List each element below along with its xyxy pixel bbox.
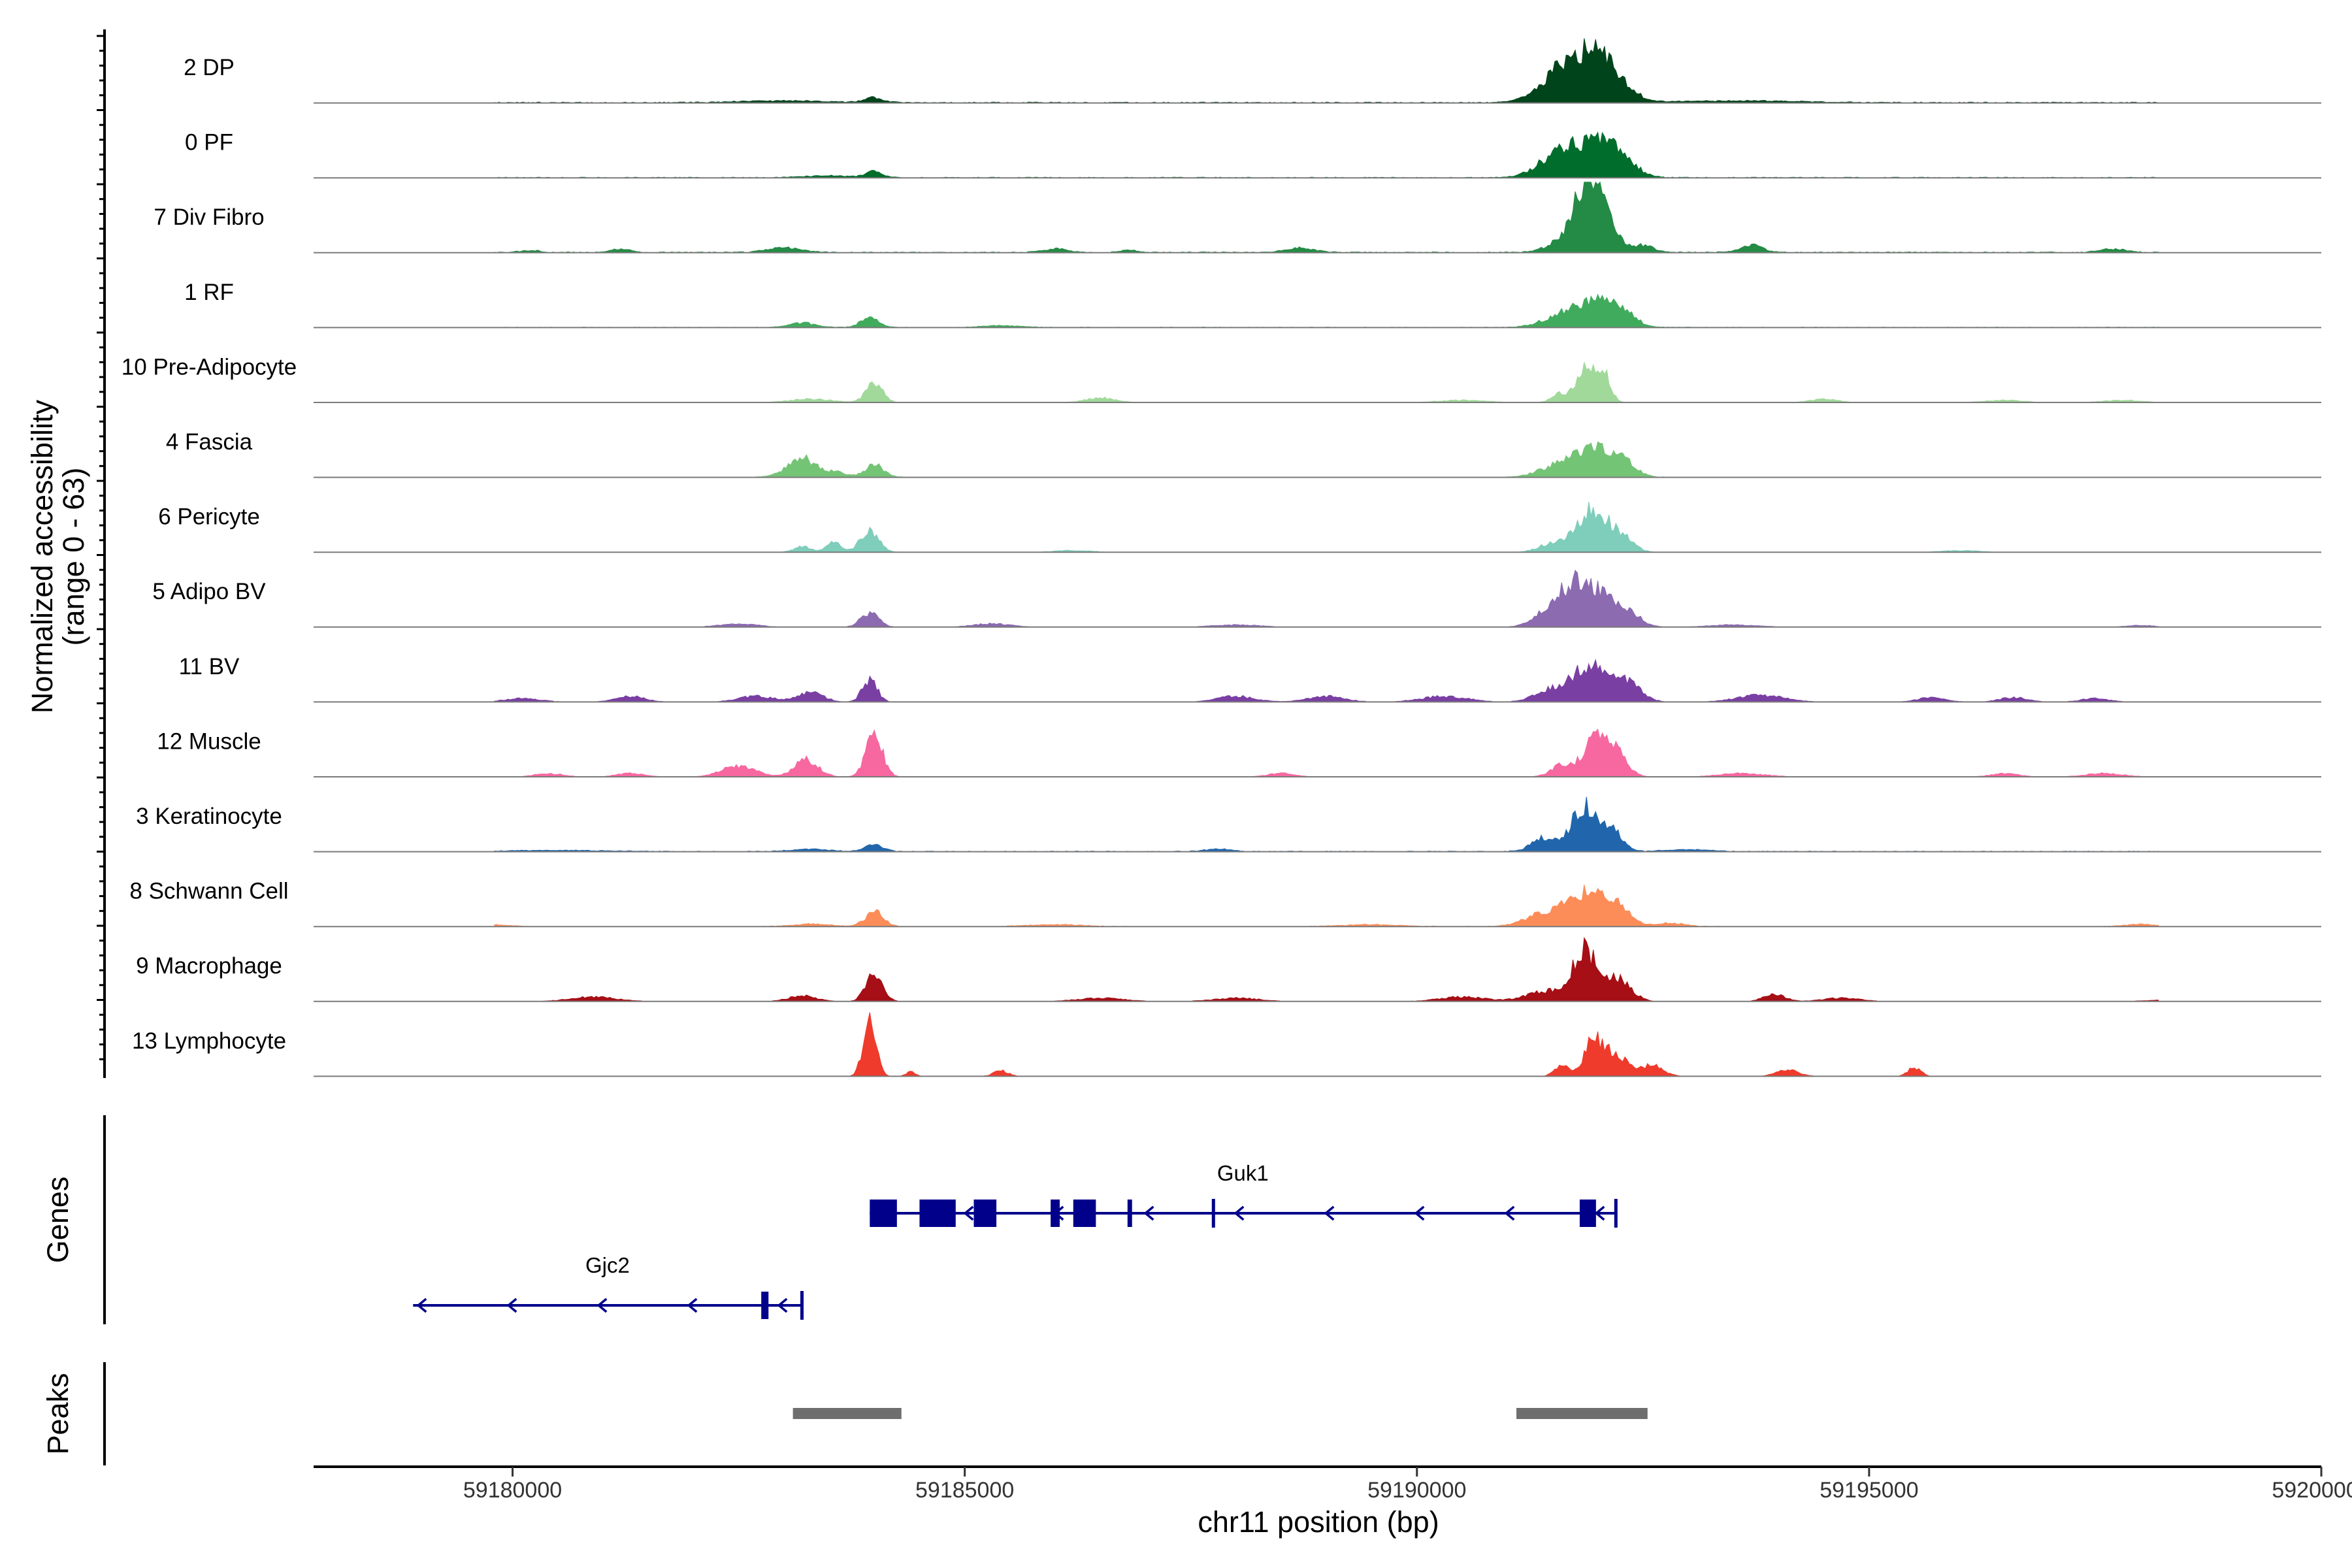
x-tick-label: 59195000 <box>1820 1478 1918 1503</box>
track-signal-area <box>494 937 2159 1002</box>
x-tick-label: 59180000 <box>463 1478 562 1503</box>
peak-track <box>792 1408 1648 1419</box>
track-label: 7 Div Fibro <box>154 204 264 230</box>
genes-label: Genes <box>41 1177 74 1264</box>
exon-block <box>1051 1200 1060 1227</box>
strand-arrow <box>1504 1205 1515 1221</box>
strand-arrow <box>1324 1205 1335 1221</box>
exon-block <box>1127 1200 1132 1227</box>
exon-block <box>1579 1200 1596 1227</box>
strand-arrow <box>963 1205 974 1221</box>
track-label: 11 BV <box>179 654 240 679</box>
track-7: 6 Pericyte <box>158 502 2321 553</box>
accessibility-y-axis <box>97 29 106 1078</box>
track-label: 2 DP <box>184 55 235 80</box>
track-4: 1 RF <box>184 280 2321 329</box>
strand-arrow <box>1414 1205 1425 1221</box>
x-axis-title: chr11 position (bp) <box>1198 1505 1439 1539</box>
track-3: 7 Div Fibro <box>154 181 2321 253</box>
track-label: 12 Muscle <box>157 728 261 754</box>
strand-arrow <box>506 1298 517 1313</box>
track-8: 5 Adipo BV <box>152 569 2321 628</box>
track-10: 12 Muscle <box>157 728 2321 777</box>
track-signal-area <box>494 131 2159 178</box>
strand-arrow <box>777 1298 788 1313</box>
track-2: 0 PF <box>185 130 2321 179</box>
gene-name-label: Guk1 <box>1217 1161 1269 1185</box>
track-signal-area <box>494 293 2159 328</box>
strand-arrow <box>416 1298 427 1313</box>
track-label: 4 Fascia <box>166 429 253 455</box>
gene-name-label: Gjc2 <box>585 1253 630 1277</box>
track-label: 1 RF <box>184 280 234 305</box>
track-label: 0 PF <box>185 130 233 155</box>
strand-arrow <box>596 1298 608 1313</box>
peak-region-bar <box>1516 1408 1648 1419</box>
y-axis-title-line1: Normalized accessibility <box>25 399 59 713</box>
track-13: 9 Macrophage <box>136 937 2321 1002</box>
track-signal-area <box>494 796 2159 853</box>
exon-block <box>761 1292 769 1319</box>
strand-arrow <box>687 1298 698 1313</box>
track-label: 10 Pre-Adipocyte <box>122 354 297 380</box>
track-label: 3 Keratinocyte <box>136 804 282 829</box>
track-label: 9 Macrophage <box>136 953 282 979</box>
x-tick-label: 59185000 <box>915 1478 1014 1503</box>
track-signal-area <box>494 1012 2159 1077</box>
peak-region-bar <box>792 1408 902 1419</box>
x-axis: 59180000 59185000 59190000 59195000 59200000 <box>314 1465 2352 1503</box>
track-label: 6 Pericyte <box>158 504 260 530</box>
track-14: 13 Lymphocyte <box>132 1012 2321 1077</box>
track-6: 4 Fascia <box>166 429 2321 478</box>
x-tick-label: 59200000 <box>2272 1478 2352 1503</box>
track-label: 13 Lymphocyte <box>132 1028 286 1054</box>
track-signal-area <box>494 885 2159 927</box>
track-12: 8 Schwann Cell <box>129 879 2321 928</box>
track-signal-area <box>494 569 2159 628</box>
strand-arrow <box>1143 1205 1154 1221</box>
track-label: 5 Adipo BV <box>152 579 266 604</box>
exon-block <box>1073 1200 1096 1227</box>
y-axis-title-line2: (range 0 - 63) <box>57 468 90 646</box>
accessibility-tracks: 2 DP 0 PF 7 Div Fibro 1 RF 10 Pre-Adipocyte 4… <box>122 38 2321 1077</box>
track-signal-area <box>494 181 2159 253</box>
track-signal-area <box>494 362 2159 403</box>
strand-arrow <box>1594 1205 1605 1221</box>
track-signal-area <box>494 38 2159 104</box>
exon-block <box>919 1200 956 1227</box>
track-11: 3 Keratinocyte <box>136 796 2321 853</box>
gene-gjc2: Gjc2 <box>413 1253 804 1320</box>
track-label: 8 Schwann Cell <box>129 879 288 904</box>
track-9: 11 BV <box>179 654 2321 703</box>
exon-block <box>870 1200 897 1227</box>
track-signal-area <box>494 728 2159 777</box>
gene-guk1: Guk1 <box>870 1161 1618 1228</box>
strand-arrow <box>1233 1205 1245 1221</box>
gene-track: Guk1 Gjc2 <box>413 1161 1618 1320</box>
track-5: 10 Pre-Adipocyte <box>122 354 2321 403</box>
track-signal-area <box>494 441 2159 478</box>
peaks-label: Peaks <box>41 1373 74 1454</box>
track-signal-area <box>494 502 2159 553</box>
track-1: 2 DP <box>184 38 2321 104</box>
exon-block <box>973 1200 997 1227</box>
x-tick-label: 59190000 <box>1367 1478 1466 1503</box>
track-signal-area <box>494 659 2159 702</box>
